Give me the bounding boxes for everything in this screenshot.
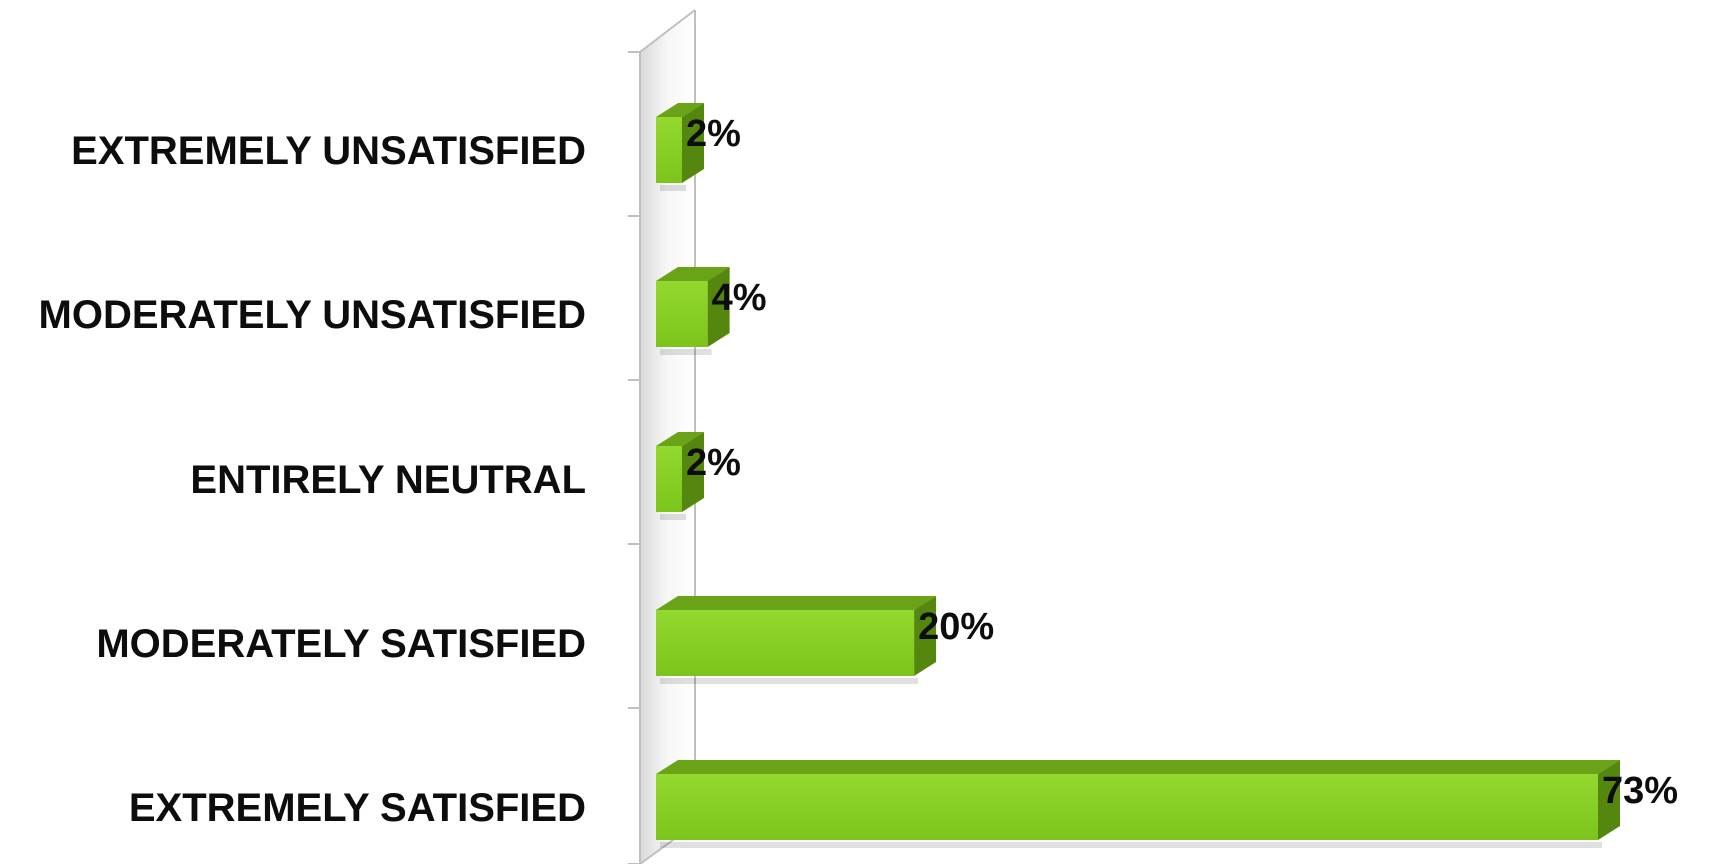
bar-side-face xyxy=(682,103,704,183)
category-label: EXTREMELY SATISFIED xyxy=(129,786,586,830)
value-label: 2% xyxy=(686,113,741,155)
bar-top-face xyxy=(656,596,937,610)
bar xyxy=(656,267,730,355)
bar xyxy=(656,596,937,684)
bar-top-face xyxy=(656,267,730,281)
bar-top-face xyxy=(656,432,704,446)
bar-front-face xyxy=(656,446,682,512)
category-label: MODERATELY SATISFIED xyxy=(96,622,586,666)
bar xyxy=(656,760,1620,848)
bar-side-face xyxy=(1598,760,1620,840)
bar-shadow xyxy=(660,185,686,191)
bar-shadow xyxy=(660,349,712,355)
bars xyxy=(656,103,1620,848)
bar xyxy=(656,103,704,191)
bar-side-face xyxy=(914,596,937,676)
bar-front-face xyxy=(656,610,915,676)
bar-front-face xyxy=(656,774,1598,840)
value-label: 73% xyxy=(1602,770,1678,812)
category-label: ENTIRELY NEUTRAL xyxy=(190,458,586,502)
bar-front-face xyxy=(656,281,708,347)
bar-top-face xyxy=(656,760,1620,774)
value-label: 2% xyxy=(686,442,741,484)
bar-shadow xyxy=(660,842,1602,848)
bar-side-face xyxy=(707,267,730,347)
bar-shadow xyxy=(660,678,919,684)
value-label: 20% xyxy=(918,606,994,648)
bar-front-face xyxy=(656,117,682,183)
value-labels: 2% 4% 2% 20% 73% xyxy=(686,113,1678,812)
bar-side-face xyxy=(682,432,704,512)
bar xyxy=(656,432,704,520)
category-label: EXTREMELY UNSATISFIED xyxy=(71,129,586,173)
value-label: 4% xyxy=(712,277,767,319)
category-label: MODERATELY UNSATISFIED xyxy=(39,293,586,337)
axis-line-top xyxy=(639,9,696,53)
bar-top-face xyxy=(656,103,704,117)
bar-shadow xyxy=(660,514,686,520)
category-labels: EXTREMELY UNSATISFIED MODERATELY UNSATISF… xyxy=(39,129,586,830)
